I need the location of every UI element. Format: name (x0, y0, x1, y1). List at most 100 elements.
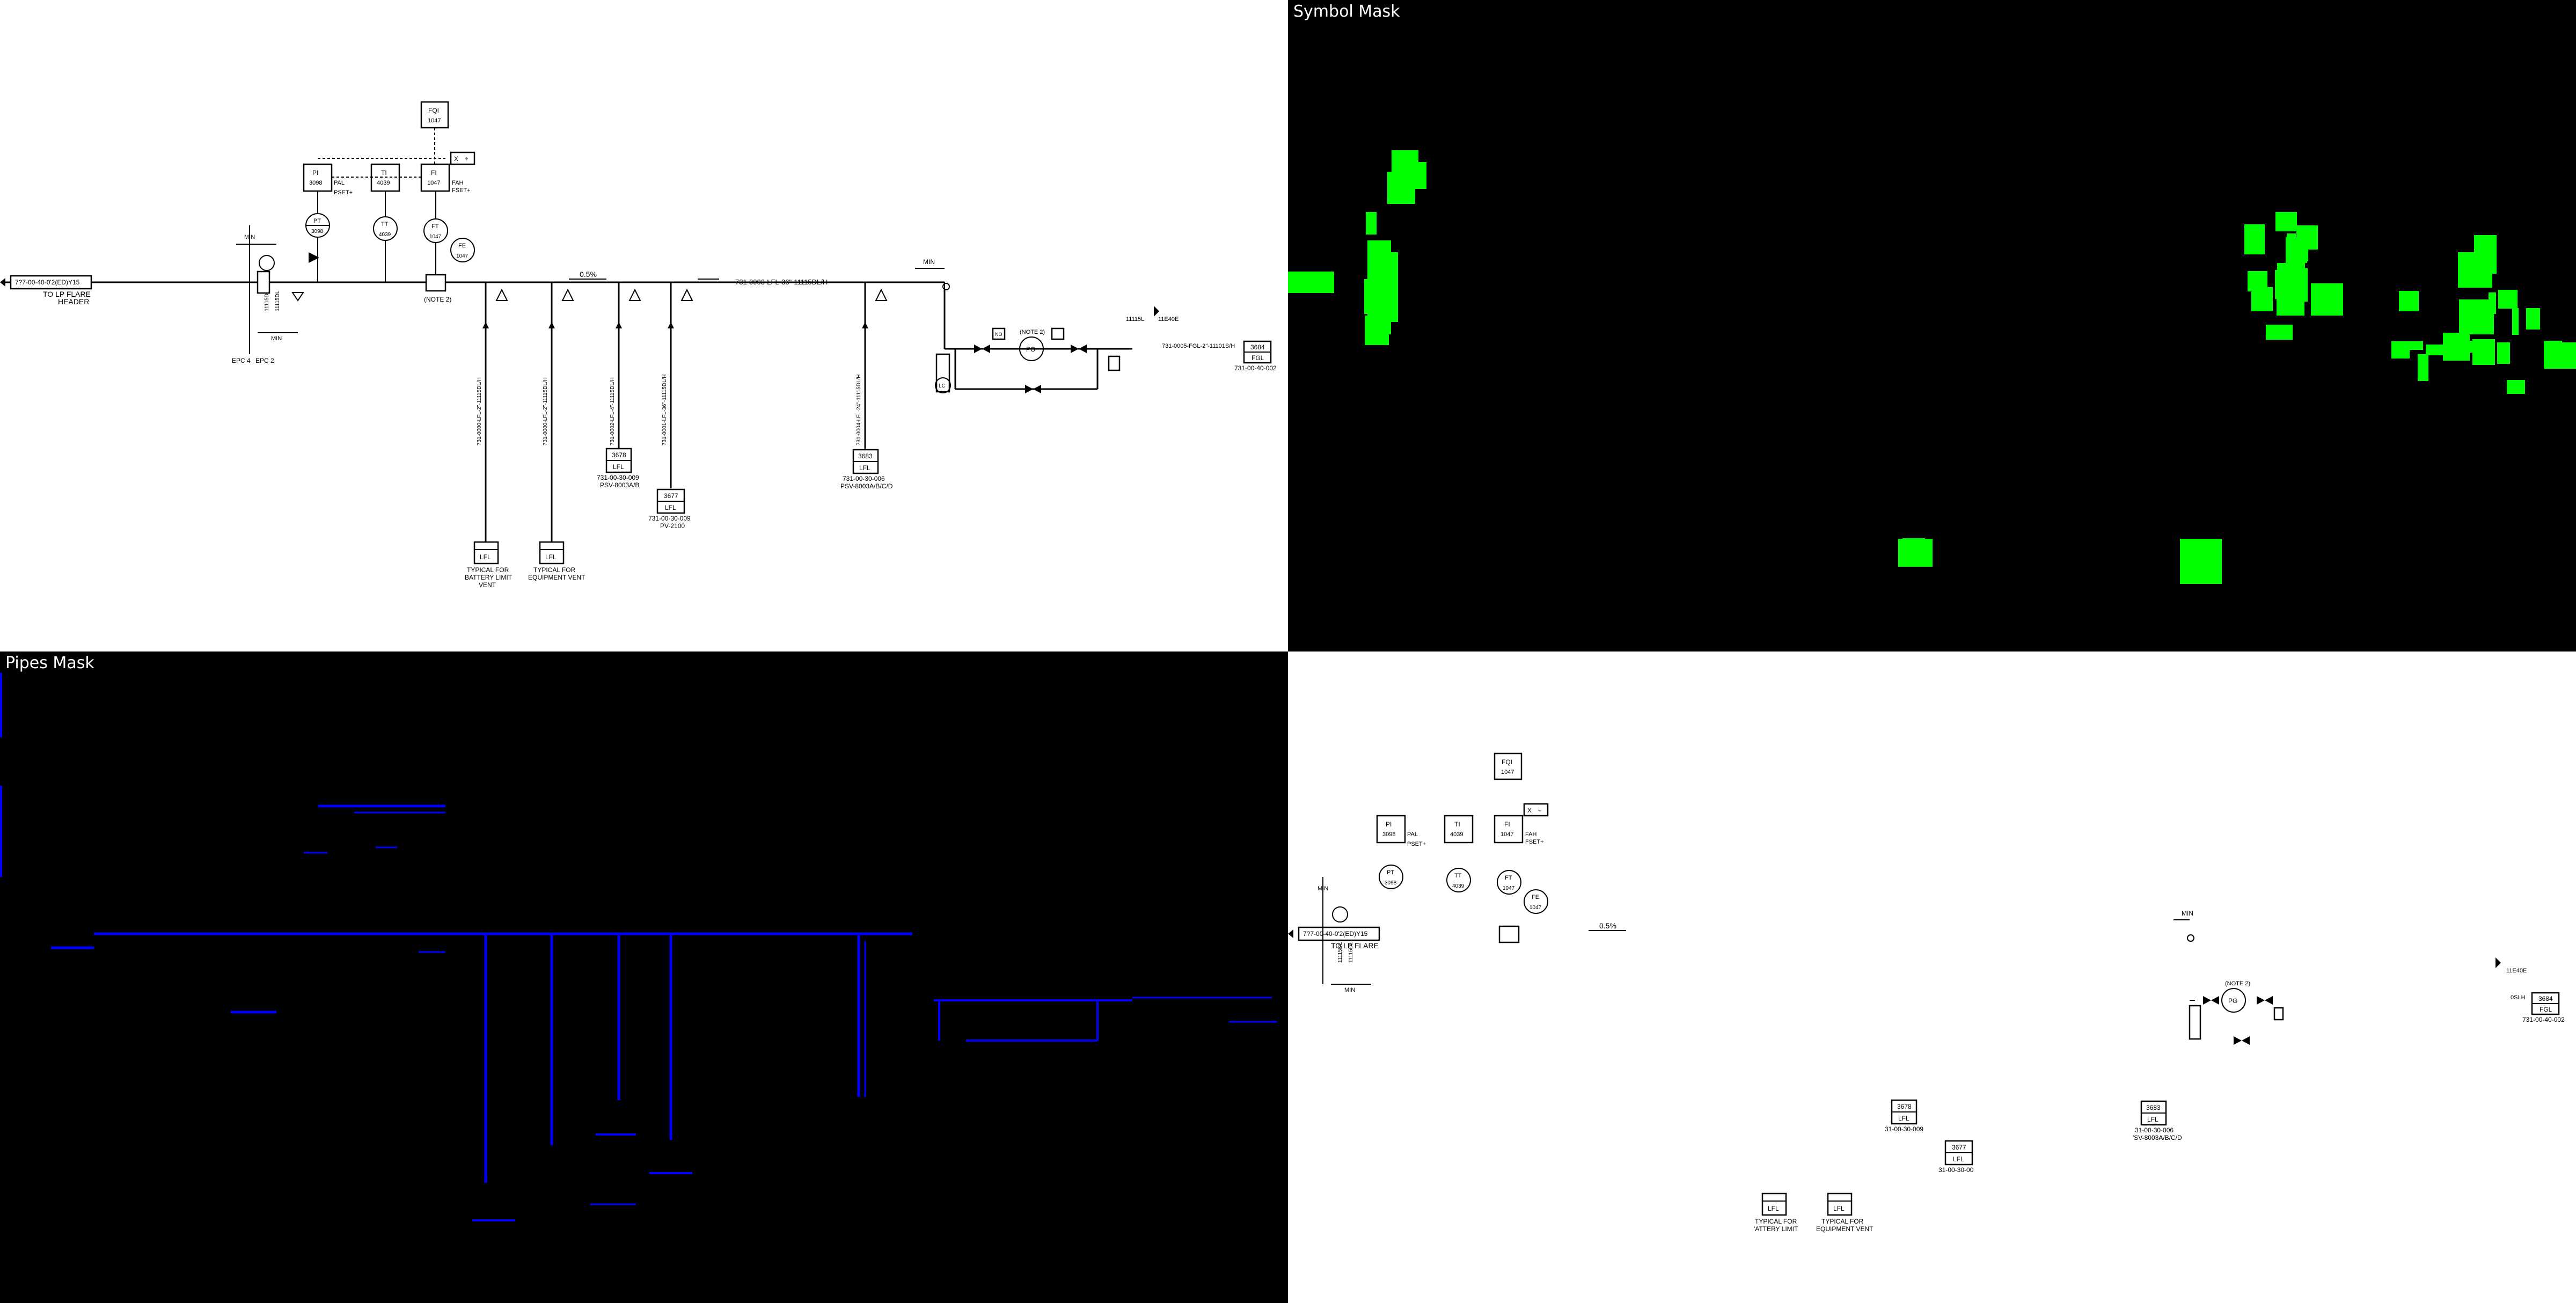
header-arrow (0, 278, 5, 287)
spec-right-1: 11115L (1126, 316, 1144, 323)
rest-slope-label: 0.5% (1599, 921, 1616, 930)
lc-knockout (935, 353, 950, 393)
rest-battery-note-2: 'ATTERY LIMIT (1754, 1225, 1798, 1233)
rest-fg-valve-2 (2257, 996, 2265, 1005)
fgl-label: FGL (1252, 354, 1264, 362)
lfl-3683-num: 3683 (858, 452, 873, 460)
rest-fgl-label: FGL (2540, 1006, 2552, 1013)
fg-valve-1b (982, 345, 990, 353)
rest-ti-num: 4039 (1450, 831, 1463, 838)
bypass-valve-b (1033, 385, 1041, 393)
rest-lfl-3683-psv: 'SV-8003A/B/C/D (2133, 1134, 2182, 1141)
fqi-1047-box (420, 101, 449, 129)
header-label-2: HEADER (58, 297, 89, 306)
rest-left-spec-2: 11115DL (1348, 942, 1354, 963)
rest-pi-box (1376, 815, 1406, 844)
remaining-drawing: 7?7-00-40-0'2(ED)Y15 TO LP FLARE FQI 104… (1288, 752, 2565, 1233)
rest-lfl-battery (1761, 1192, 1787, 1216)
mask-lc-top (2408, 341, 2423, 350)
rest-fe-num: 1047 (1529, 905, 1542, 911)
main-line-number: 731-0003-LFL-36"-11115DL/H (735, 278, 828, 286)
fgl-line-number: 731-0005-FGL-2"-11101S/H (1162, 343, 1235, 349)
mask-lfl-battery-core (1902, 538, 1925, 561)
spec-right-2: 11E40E (1158, 316, 1179, 323)
mask-pg-core (2443, 333, 2470, 361)
mask-fqi (2244, 224, 2265, 254)
pi-3098-box (303, 163, 333, 192)
ti-num: 4039 (377, 180, 390, 186)
lfl-3678-ref: 731-00-30-009 (597, 474, 639, 481)
rest-equipment-note-1: TYPICAL FOR (1821, 1218, 1864, 1225)
symbol-mask-title: Symbol Mask (1293, 2, 1400, 21)
fi-function-box (450, 151, 475, 165)
fgl-num: 3684 (1250, 343, 1265, 351)
rest-equipment-note-2: EQUIPMENT VENT (1816, 1225, 1874, 1233)
rest-left-circle (1332, 906, 1348, 923)
rest-pg-note: (NOTE 2) (2225, 980, 2250, 987)
rest-fi-tag: FI (1504, 821, 1510, 828)
original-drawing-panel: 7?7-00-40-0'2(ED)Y15 TO LP FLARE HEADER … (0, 0, 1288, 652)
reducer-2 (561, 288, 574, 301)
pid-drawing: 7?7-00-40-0'2(ED)Y15 TO LP FLARE HEADER … (0, 101, 1277, 589)
pipes-mask-canvas (0, 673, 1277, 1221)
lfl-battery-note-2: BATTERY LIMIT (465, 574, 513, 581)
rest-header-label: TO LP FLARE (1331, 941, 1379, 950)
fg-valve-2 (1071, 345, 1079, 353)
fg-valve-2b (1079, 345, 1087, 353)
fi-num: 1047 (427, 180, 440, 186)
mask-header-box (1288, 272, 1334, 293)
mask-valve (1365, 316, 1389, 345)
mask-left-small (1366, 212, 1377, 235)
rest-lfl-equipment-label: LFL (1833, 1205, 1845, 1212)
rest-fg-valve-1b (2211, 996, 2219, 1005)
rest-lc-body (2189, 1005, 2201, 1040)
lfl-3677-psv: PV-2100 (660, 522, 685, 530)
left-spool (257, 270, 270, 294)
mask-fg-valve-3 (2497, 342, 2510, 364)
rest-fgl-num: 3684 (2538, 995, 2553, 1002)
branch-3-line-number: 731-0002-LFL-4"-11115DL/H (610, 377, 616, 445)
rest-lfl-3683-num: 3683 (2146, 1104, 2161, 1111)
lfl-3678-num: 3678 (612, 451, 626, 459)
rest-fi-divide: ÷ (1538, 807, 1542, 814)
pipes-mask-panel: Pipes Mask (0, 652, 1288, 1303)
rest-fe-bubble (1524, 889, 1548, 914)
mask-bypass-valve (2507, 380, 2525, 394)
epc2-label: EPC 2 (255, 357, 274, 364)
mask-lc-body (2418, 354, 2428, 381)
reducer-3 (628, 288, 641, 301)
fi-divide: ÷ (465, 155, 469, 163)
rest-tt-bubble (1446, 868, 1471, 892)
mask-lc-left (2391, 341, 2410, 358)
flow-element-symbol (425, 274, 447, 292)
ft-tag: FT (431, 223, 439, 230)
pt-tag: PT (313, 218, 321, 224)
rest-lfl-equipment (1827, 1192, 1853, 1216)
rest-left-spec-1: 11115DL (1337, 942, 1343, 963)
rest-ft-bubble (1497, 870, 1521, 895)
mask-pi-lower (1387, 172, 1415, 204)
left-valve (309, 252, 319, 263)
header-line-number: 7?7-00-40-0'2(ED)Y15 (15, 279, 80, 286)
rest-pi-tag: PI (1386, 821, 1392, 828)
reducer-1 (495, 288, 508, 301)
mask-lfl-3683 (2459, 299, 2494, 334)
rest-right-end (2187, 934, 2194, 942)
tt-tag: TT (381, 221, 389, 228)
rest-fgl-spec: 0SLH (2511, 994, 2526, 1001)
fg-tag-box (992, 327, 1006, 340)
pi-num: 3098 (309, 180, 322, 186)
pi-alarm-2: PSET+ (334, 189, 353, 196)
fgl-ref: 731-00-40-002 (1234, 364, 1277, 372)
mask-check (1364, 279, 1388, 314)
fqi-tag: FQI (428, 107, 439, 114)
lfl-3677-num: 3677 (664, 492, 678, 500)
lfl-3683-label: LFL (859, 464, 870, 472)
mask-valve-lc (2480, 243, 2496, 269)
mask-pi-alarm (1413, 162, 1425, 178)
fg-vent-valve (1154, 306, 1159, 317)
symbol-mask-panel: Symbol Mask (1288, 0, 2576, 652)
lfl-3677-ref: 731-00-30-009 (648, 515, 691, 522)
mask-fg-box (2498, 290, 2518, 309)
rest-pg-bubble (2221, 988, 2246, 1013)
